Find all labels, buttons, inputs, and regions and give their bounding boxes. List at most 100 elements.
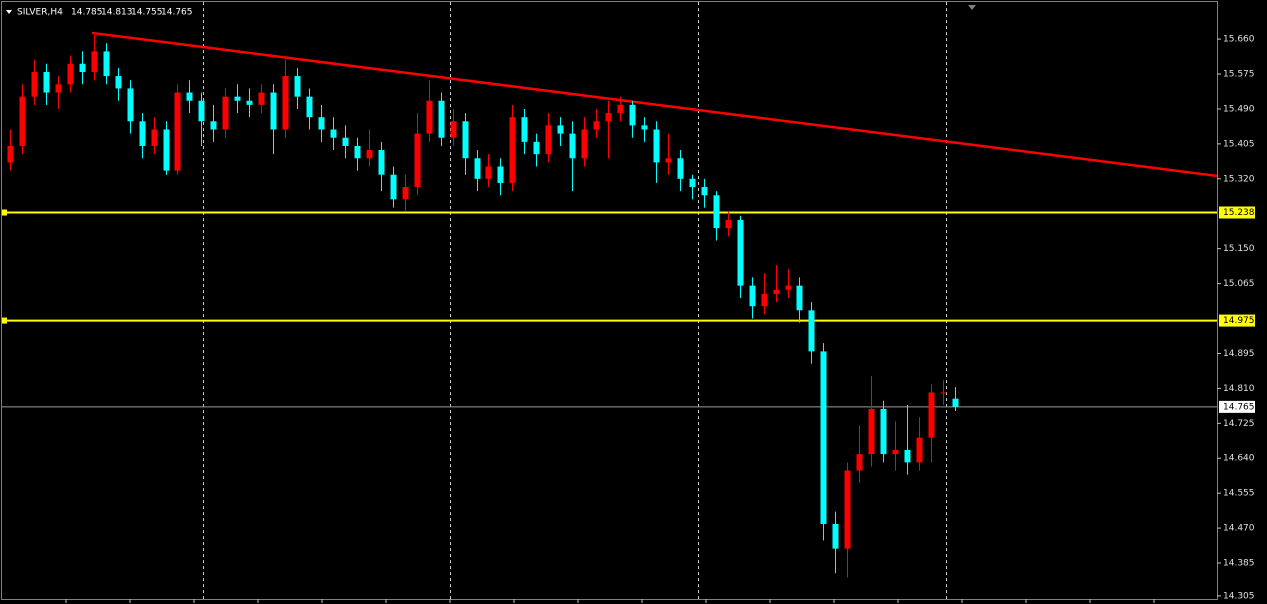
level-handle <box>2 209 7 216</box>
candle-body <box>19 96 26 146</box>
candle-body <box>689 178 696 188</box>
candle-body <box>737 219 744 286</box>
symbol: SILVER,H4 <box>17 8 63 18</box>
candle-body <box>617 104 624 114</box>
candle-body <box>653 129 660 163</box>
candle-body <box>545 125 552 155</box>
candle-body <box>569 133 576 159</box>
header-open: 14.785 <box>71 8 103 18</box>
candle-body <box>198 100 205 122</box>
candle-body <box>605 113 612 122</box>
candle-body <box>55 84 62 93</box>
candle-body <box>402 187 409 200</box>
shift-marker <box>968 5 976 10</box>
candle-body <box>450 121 457 138</box>
header-low: 14.755 <box>131 8 163 18</box>
candle-body <box>31 71 38 97</box>
candle-body <box>521 117 528 142</box>
menu-triangle <box>6 10 12 14</box>
candle-body <box>557 125 564 134</box>
candle-body <box>174 92 181 171</box>
candle-body <box>677 158 684 179</box>
candle-body <box>629 104 636 126</box>
candle-body <box>485 166 492 179</box>
candle-body <box>270 92 277 130</box>
candle-body <box>713 195 720 229</box>
candle-body <box>581 129 588 159</box>
candle-body <box>246 100 253 105</box>
candle-body <box>904 450 911 463</box>
candle-body <box>234 96 241 101</box>
y-tick-label: 14.305 <box>1223 591 1255 601</box>
candle-body <box>725 219 732 229</box>
trendline <box>91 31 1218 178</box>
candle-body <box>497 166 504 183</box>
candle-body <box>390 174 397 200</box>
candle-body <box>103 51 110 77</box>
candle-body <box>462 121 469 159</box>
level-handle <box>2 317 7 324</box>
candle-body <box>330 129 337 138</box>
candle-body <box>940 392 947 394</box>
price-label-box <box>1219 400 1255 413</box>
y-tick-label: 14.385 <box>1223 559 1255 569</box>
candle-body <box>820 351 827 524</box>
candle-body <box>773 289 780 294</box>
candle-body <box>294 76 301 97</box>
candle-body <box>306 96 313 118</box>
candle-body <box>844 470 851 549</box>
candle-body <box>378 150 385 175</box>
candle-body <box>749 285 756 307</box>
candle-body <box>880 408 887 455</box>
header-high: 14.813 <box>101 8 133 18</box>
y-tick-label: 15.660 <box>1223 35 1255 45</box>
candle-body <box>868 408 875 455</box>
candle-body <box>354 145 361 159</box>
level-label-box <box>1219 314 1255 327</box>
candle-body <box>641 125 648 130</box>
candle-body <box>186 92 193 101</box>
candle-body <box>701 187 708 196</box>
candle-body <box>426 100 433 134</box>
candle-body <box>163 129 170 171</box>
candle-body <box>414 133 421 188</box>
candle-body <box>928 392 935 438</box>
candle-body <box>342 137 349 146</box>
y-tick-label: 14.810 <box>1223 384 1255 394</box>
candle-body <box>509 117 516 183</box>
y-tick-label: 15.320 <box>1223 174 1255 184</box>
candle-body <box>474 158 481 179</box>
plot-border <box>1 1 1218 600</box>
price-label: 14.765 <box>1223 402 1255 412</box>
candle-body <box>785 285 792 290</box>
candle-body <box>67 63 74 85</box>
header-close: 14.765 <box>161 8 193 18</box>
candle-body <box>79 63 86 72</box>
candle-body <box>808 310 815 352</box>
level-label: 14.975 <box>1223 316 1255 326</box>
candle-body <box>593 121 600 130</box>
candle-body <box>832 523 839 549</box>
candle-body <box>366 150 373 159</box>
level-label: 15.238 <box>1223 208 1255 218</box>
candle-body <box>856 454 863 471</box>
candle-body <box>43 71 50 93</box>
candle-body <box>7 145 14 163</box>
level-label-box <box>1219 206 1255 219</box>
candle-body <box>665 158 672 163</box>
candle-body <box>761 293 768 307</box>
candle-body <box>127 88 134 122</box>
candle-body <box>282 76 289 130</box>
y-tick-label: 14.555 <box>1223 489 1255 499</box>
y-tick-label: 15.490 <box>1223 104 1255 114</box>
candle-body <box>210 121 217 130</box>
y-tick-label: 15.575 <box>1223 70 1255 80</box>
candle-body <box>952 398 959 407</box>
candle-body <box>115 76 122 89</box>
y-tick-label: 15.150 <box>1223 244 1255 254</box>
candle-body <box>318 117 325 130</box>
candle-body <box>91 51 98 72</box>
y-tick-label: 15.065 <box>1223 279 1255 289</box>
